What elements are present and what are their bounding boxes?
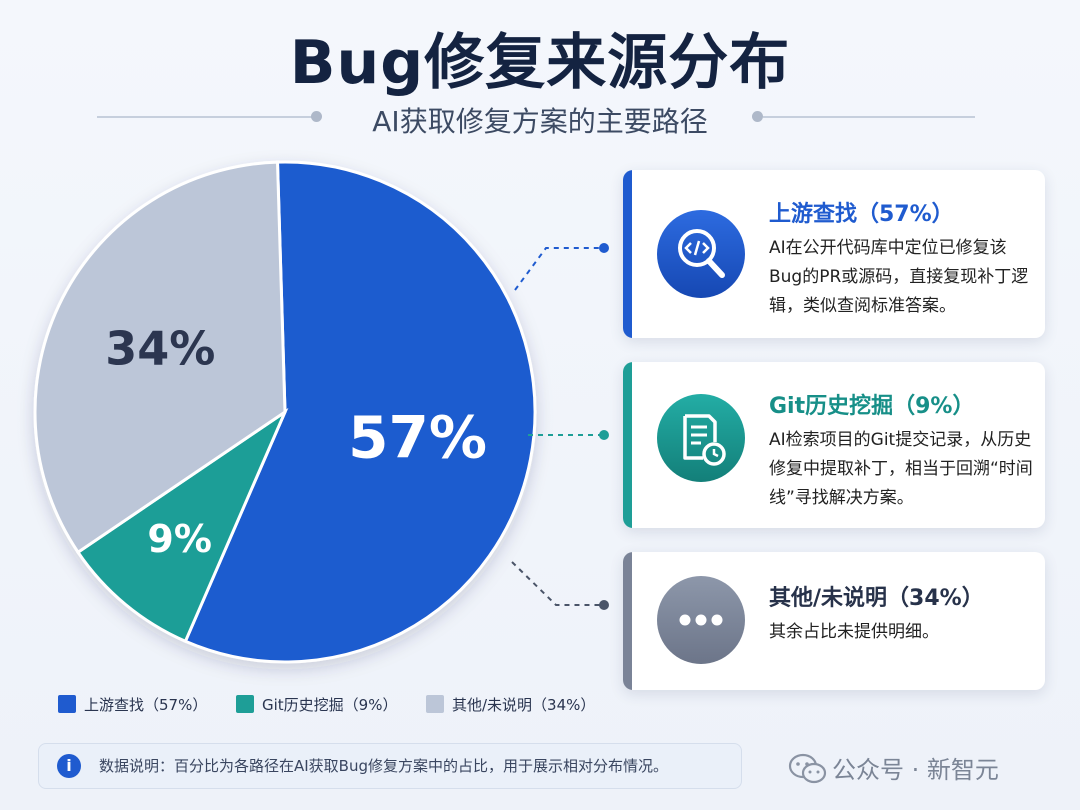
card-git-desc: AI检索项目的Git提交记录，从历史修复中提取补丁，相当于回溯“时间线”寻找解决… — [769, 430, 1033, 508]
card-other-desc: 其余占比未提供明细。 — [769, 622, 939, 642]
pie-slice-upstream — [183, 160, 537, 664]
connector-upstream — [514, 247, 600, 291]
card-upstream-accent — [623, 170, 632, 338]
legend-item-other: 其他/未说明（34%） — [426, 694, 595, 715]
card-other-accent — [623, 552, 632, 690]
subtitle-row: AI获取修复方案的主要路径 — [0, 98, 1080, 138]
page-subtitle: AI获取修复方案的主要路径 — [372, 105, 708, 138]
code-search-icon — [657, 210, 745, 298]
card-other: 其他/未说明（34%） 其余占比未提供明细。 — [623, 552, 1045, 690]
card-upstream: 上游查找（57%） AI在公开代码库中定位已修复该Bug的PR或源码，直接复现补… — [623, 170, 1045, 338]
history-document-icon — [657, 394, 745, 482]
pie-label-upstream: 57% — [348, 403, 487, 471]
connector-dot-git — [599, 430, 609, 440]
pie-label-other: 34% — [105, 321, 215, 375]
legend-item-git: Git历史挖掘（9%） — [236, 694, 397, 715]
legend-item-upstream: 上游查找（57%） — [58, 694, 207, 715]
subtitle-line-right — [763, 116, 975, 118]
card-git-accent — [623, 362, 632, 528]
subtitle-dot-right — [752, 111, 763, 122]
legend-label-other: 其他/未说明（34%） — [452, 696, 596, 714]
page-title: Bug修复来源分布 — [289, 28, 791, 98]
card-other-title: 其他/未说明（34%） — [769, 586, 984, 611]
connector-dot-other — [599, 600, 609, 610]
data-note: i 数据说明：百分比为各路径在AI获取Bug修复方案中的占比，用于展示相对分布情… — [38, 743, 742, 789]
connector-other — [511, 561, 600, 606]
more-dots-icon — [657, 576, 745, 664]
connector-lines — [511, 243, 609, 610]
card-upstream-desc: AI在公开代码库中定位已修复该Bug的PR或源码，直接复现补丁逻辑，类似查阅标准… — [769, 238, 1029, 316]
pie-slice-git — [75, 407, 289, 644]
legend-swatch-upstream — [58, 695, 76, 713]
legend-label-upstream: 上游查找（57%） — [84, 696, 208, 714]
legend-label-git: Git历史挖掘（9%） — [262, 696, 398, 714]
data-note-text: 数据说明：百分比为各路径在AI获取Bug修复方案中的占比，用于展示相对分布情况。 — [99, 757, 669, 775]
legend-swatch-other — [426, 695, 444, 713]
watermark-text: 公众号 · 新智元 — [832, 756, 999, 784]
pie-label-git: 9% — [147, 517, 212, 561]
connector-dot-upstream — [599, 243, 609, 253]
info-icon: i — [57, 754, 81, 778]
subtitle-line-left — [97, 116, 312, 118]
card-git-history: Git历史挖掘（9%） AI检索项目的Git提交记录，从历史修复中提取补丁，相当… — [623, 362, 1045, 528]
wechat-icon — [788, 753, 827, 784]
card-upstream-title: 上游查找（57%） — [769, 202, 954, 227]
legend-swatch-git — [236, 695, 254, 713]
card-git-title: Git历史挖掘（9%） — [769, 394, 975, 419]
subtitle-dot-left — [311, 111, 322, 122]
pie-slice-other — [33, 160, 287, 555]
